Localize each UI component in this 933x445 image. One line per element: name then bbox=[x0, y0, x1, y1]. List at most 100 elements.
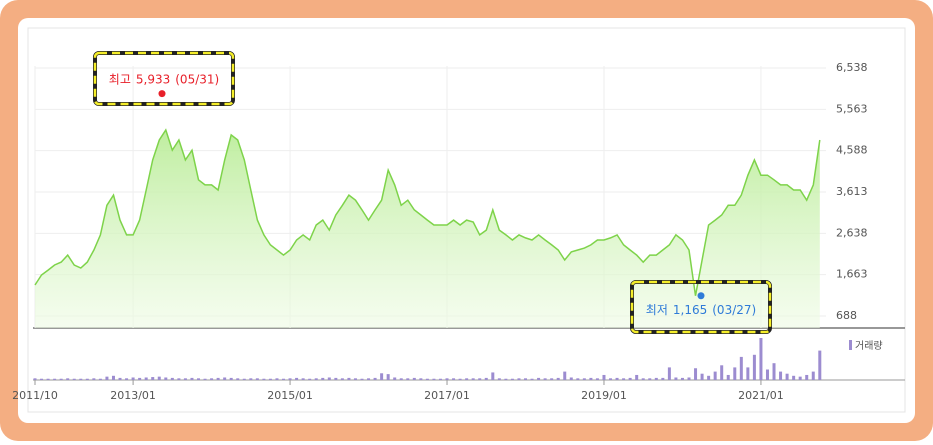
x-tick-label: 2013/01 bbox=[110, 389, 156, 402]
volume-bar bbox=[412, 377, 416, 380]
volume-bar bbox=[393, 377, 397, 380]
volume-bar bbox=[811, 371, 815, 380]
volume-bar bbox=[295, 377, 299, 380]
volume-bar bbox=[98, 378, 102, 380]
volume-bar bbox=[537, 377, 541, 380]
volume-bar bbox=[445, 378, 449, 380]
annotation-box-dash bbox=[630, 280, 772, 334]
volume-bar bbox=[524, 378, 527, 380]
volume-bar bbox=[347, 377, 351, 380]
volume-bar bbox=[275, 378, 279, 380]
volume-bar bbox=[687, 377, 691, 380]
volume-bar bbox=[478, 378, 482, 380]
annotation-date: (03/27) bbox=[712, 302, 756, 316]
volume-bar bbox=[752, 354, 756, 380]
volume-bar bbox=[779, 371, 783, 380]
volume-bar bbox=[635, 374, 639, 380]
volume-bar bbox=[399, 378, 403, 380]
volume-bar bbox=[582, 378, 586, 380]
volume-bar bbox=[654, 377, 658, 380]
volume-bar bbox=[308, 378, 312, 380]
volume-bar bbox=[661, 377, 665, 380]
volume-bar bbox=[491, 372, 495, 380]
x-tick-label: 2019/01 bbox=[581, 389, 627, 402]
y-tick-label: 2,638 bbox=[836, 226, 868, 239]
y-tick-label: 3,613 bbox=[836, 185, 868, 198]
volume-bar bbox=[484, 377, 488, 380]
volume-bar bbox=[131, 377, 135, 380]
volume-bar bbox=[203, 378, 207, 380]
volume-bar bbox=[792, 375, 796, 380]
volume-bar bbox=[249, 378, 253, 380]
volume-bar bbox=[373, 377, 377, 380]
volume-bar bbox=[40, 378, 44, 380]
volume-bar bbox=[550, 378, 554, 380]
volume-bar bbox=[157, 376, 161, 380]
volume-bar bbox=[785, 373, 789, 380]
volume-bar bbox=[223, 377, 227, 380]
volume-bar bbox=[497, 378, 501, 380]
volume-bar bbox=[321, 377, 325, 380]
volume-bar bbox=[92, 378, 96, 380]
volume-bar bbox=[667, 367, 671, 380]
volume-bar bbox=[79, 378, 83, 380]
volume-bar bbox=[59, 378, 63, 380]
annotation-dot bbox=[697, 292, 705, 300]
volume-bar bbox=[327, 377, 331, 380]
volume-bar bbox=[406, 378, 410, 380]
annotation-text: 최저 1,165 (03/27) bbox=[646, 302, 756, 316]
volume-bar bbox=[694, 368, 698, 380]
volume-bar bbox=[602, 374, 606, 380]
volume-bar bbox=[170, 377, 174, 380]
volume-bar bbox=[589, 377, 593, 380]
x-tick-label: 2011/10 bbox=[12, 389, 58, 402]
volume-bar bbox=[144, 377, 148, 380]
volume-bar bbox=[419, 378, 423, 380]
volume-bar bbox=[301, 378, 305, 380]
volume-bar bbox=[229, 377, 233, 380]
volume-bar bbox=[255, 378, 259, 380]
volume-bar bbox=[543, 378, 547, 380]
volume-bar bbox=[595, 378, 599, 380]
volume-bar bbox=[805, 374, 809, 380]
volume-bar bbox=[46, 378, 50, 380]
volume-bar bbox=[471, 378, 475, 380]
volume-bar bbox=[216, 377, 220, 380]
volume-bar bbox=[504, 378, 508, 380]
volume-bar bbox=[314, 378, 318, 380]
volume-bar bbox=[615, 377, 619, 380]
volume-bar bbox=[360, 378, 364, 380]
volume-bar bbox=[563, 371, 567, 380]
volume-bar bbox=[425, 378, 429, 380]
volume-bar bbox=[164, 377, 168, 380]
volume-bar bbox=[53, 378, 57, 380]
volume-bar bbox=[530, 378, 534, 380]
volume-bar bbox=[707, 375, 711, 380]
volume-bar bbox=[183, 378, 187, 380]
volume-bar bbox=[151, 377, 155, 380]
volume-bar bbox=[720, 365, 724, 380]
volume-bar bbox=[452, 378, 456, 380]
volume-bar bbox=[282, 378, 286, 380]
volume-bar bbox=[386, 374, 390, 380]
volume-bar bbox=[510, 378, 514, 380]
volume-bar bbox=[798, 376, 802, 380]
volume-bar bbox=[118, 377, 122, 380]
volume-bar bbox=[569, 377, 573, 380]
volume-bar bbox=[674, 377, 678, 380]
y-tick-label: 1,663 bbox=[836, 268, 868, 281]
volume-bar bbox=[210, 378, 214, 380]
volume-bar bbox=[517, 378, 521, 380]
price-area bbox=[35, 130, 820, 328]
volume-bar bbox=[772, 363, 776, 380]
y-tick-label: 4,588 bbox=[836, 144, 868, 157]
price-line bbox=[34, 128, 821, 296]
volume-bar bbox=[353, 378, 357, 380]
annotation-label: 최고 bbox=[109, 72, 131, 86]
volume-bar bbox=[641, 378, 645, 380]
volume-bar bbox=[242, 378, 246, 380]
volume-bar bbox=[197, 378, 200, 380]
volume-bar bbox=[576, 378, 580, 380]
legend-label: 거래량 bbox=[855, 340, 883, 352]
volume-bar bbox=[465, 378, 469, 380]
